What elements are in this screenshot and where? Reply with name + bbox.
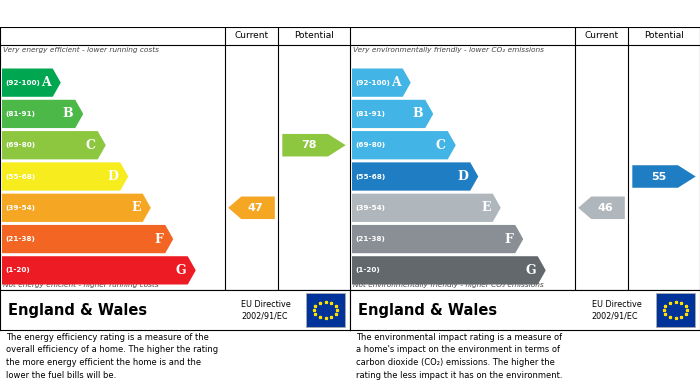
Text: B: B	[412, 108, 423, 120]
Polygon shape	[352, 162, 478, 191]
Text: E: E	[132, 201, 141, 214]
Text: B: B	[62, 108, 74, 120]
Polygon shape	[2, 131, 106, 160]
Text: Very energy efficient - lower running costs: Very energy efficient - lower running co…	[3, 47, 159, 53]
Text: (1-20): (1-20)	[5, 267, 29, 273]
Text: D: D	[107, 170, 118, 183]
Polygon shape	[352, 256, 546, 285]
Text: 47: 47	[247, 203, 263, 213]
Text: G: G	[525, 264, 536, 277]
Text: (92-100): (92-100)	[355, 80, 390, 86]
Text: EU Directive
2002/91/EC: EU Directive 2002/91/EC	[241, 300, 291, 320]
Text: F: F	[155, 233, 163, 246]
Polygon shape	[578, 197, 625, 219]
Text: (1-20): (1-20)	[355, 267, 379, 273]
Text: F: F	[505, 233, 513, 246]
Text: Current: Current	[584, 32, 619, 41]
Text: (69-80): (69-80)	[5, 142, 35, 148]
Text: A: A	[41, 76, 51, 89]
Text: England & Wales: England & Wales	[358, 303, 497, 317]
Text: (55-68): (55-68)	[5, 174, 35, 179]
Text: G: G	[175, 264, 186, 277]
Text: Potential: Potential	[644, 32, 684, 41]
Text: (55-68): (55-68)	[355, 174, 385, 179]
Text: C: C	[435, 139, 446, 152]
Text: EU Directive
2002/91/EC: EU Directive 2002/91/EC	[592, 300, 641, 320]
Polygon shape	[632, 165, 696, 188]
Polygon shape	[2, 100, 83, 128]
Text: Not environmentally friendly - higher CO₂ emissions: Not environmentally friendly - higher CO…	[353, 282, 544, 288]
Polygon shape	[2, 256, 196, 285]
Text: England & Wales: England & Wales	[8, 303, 147, 317]
Text: (39-54): (39-54)	[355, 205, 385, 211]
Polygon shape	[228, 197, 275, 219]
Text: Environmental Impact (CO₂) Rating: Environmental Impact (CO₂) Rating	[357, 7, 589, 20]
Text: A: A	[391, 76, 400, 89]
Text: E: E	[482, 201, 491, 214]
Polygon shape	[2, 194, 150, 222]
Text: (39-54): (39-54)	[5, 205, 35, 211]
Polygon shape	[2, 68, 61, 97]
Text: (81-91): (81-91)	[355, 111, 385, 117]
Text: Current: Current	[234, 32, 269, 41]
Text: Potential: Potential	[294, 32, 334, 41]
FancyBboxPatch shape	[657, 293, 694, 327]
Polygon shape	[352, 194, 500, 222]
Text: D: D	[457, 170, 468, 183]
Text: (21-38): (21-38)	[355, 236, 385, 242]
Text: 55: 55	[651, 172, 666, 181]
Text: (21-38): (21-38)	[5, 236, 35, 242]
Text: (69-80): (69-80)	[355, 142, 385, 148]
Polygon shape	[2, 225, 174, 253]
Polygon shape	[352, 225, 524, 253]
Text: Energy Efficiency Rating: Energy Efficiency Rating	[7, 7, 169, 20]
Text: (92-100): (92-100)	[5, 80, 40, 86]
Text: The energy efficiency rating is a measure of the
overall efficiency of a home. T: The energy efficiency rating is a measur…	[6, 333, 218, 380]
Text: 46: 46	[597, 203, 613, 213]
Text: C: C	[85, 139, 96, 152]
Text: Not energy efficient - higher running costs: Not energy efficient - higher running co…	[3, 282, 159, 288]
FancyBboxPatch shape	[307, 293, 344, 327]
Text: The environmental impact rating is a measure of
a home's impact on the environme: The environmental impact rating is a mea…	[356, 333, 563, 380]
Polygon shape	[282, 134, 346, 156]
Polygon shape	[352, 100, 433, 128]
Polygon shape	[352, 68, 411, 97]
Text: Very environmentally friendly - lower CO₂ emissions: Very environmentally friendly - lower CO…	[353, 47, 544, 53]
Polygon shape	[352, 131, 456, 160]
Text: 78: 78	[301, 140, 316, 150]
Text: (81-91): (81-91)	[5, 111, 35, 117]
Polygon shape	[2, 162, 128, 191]
